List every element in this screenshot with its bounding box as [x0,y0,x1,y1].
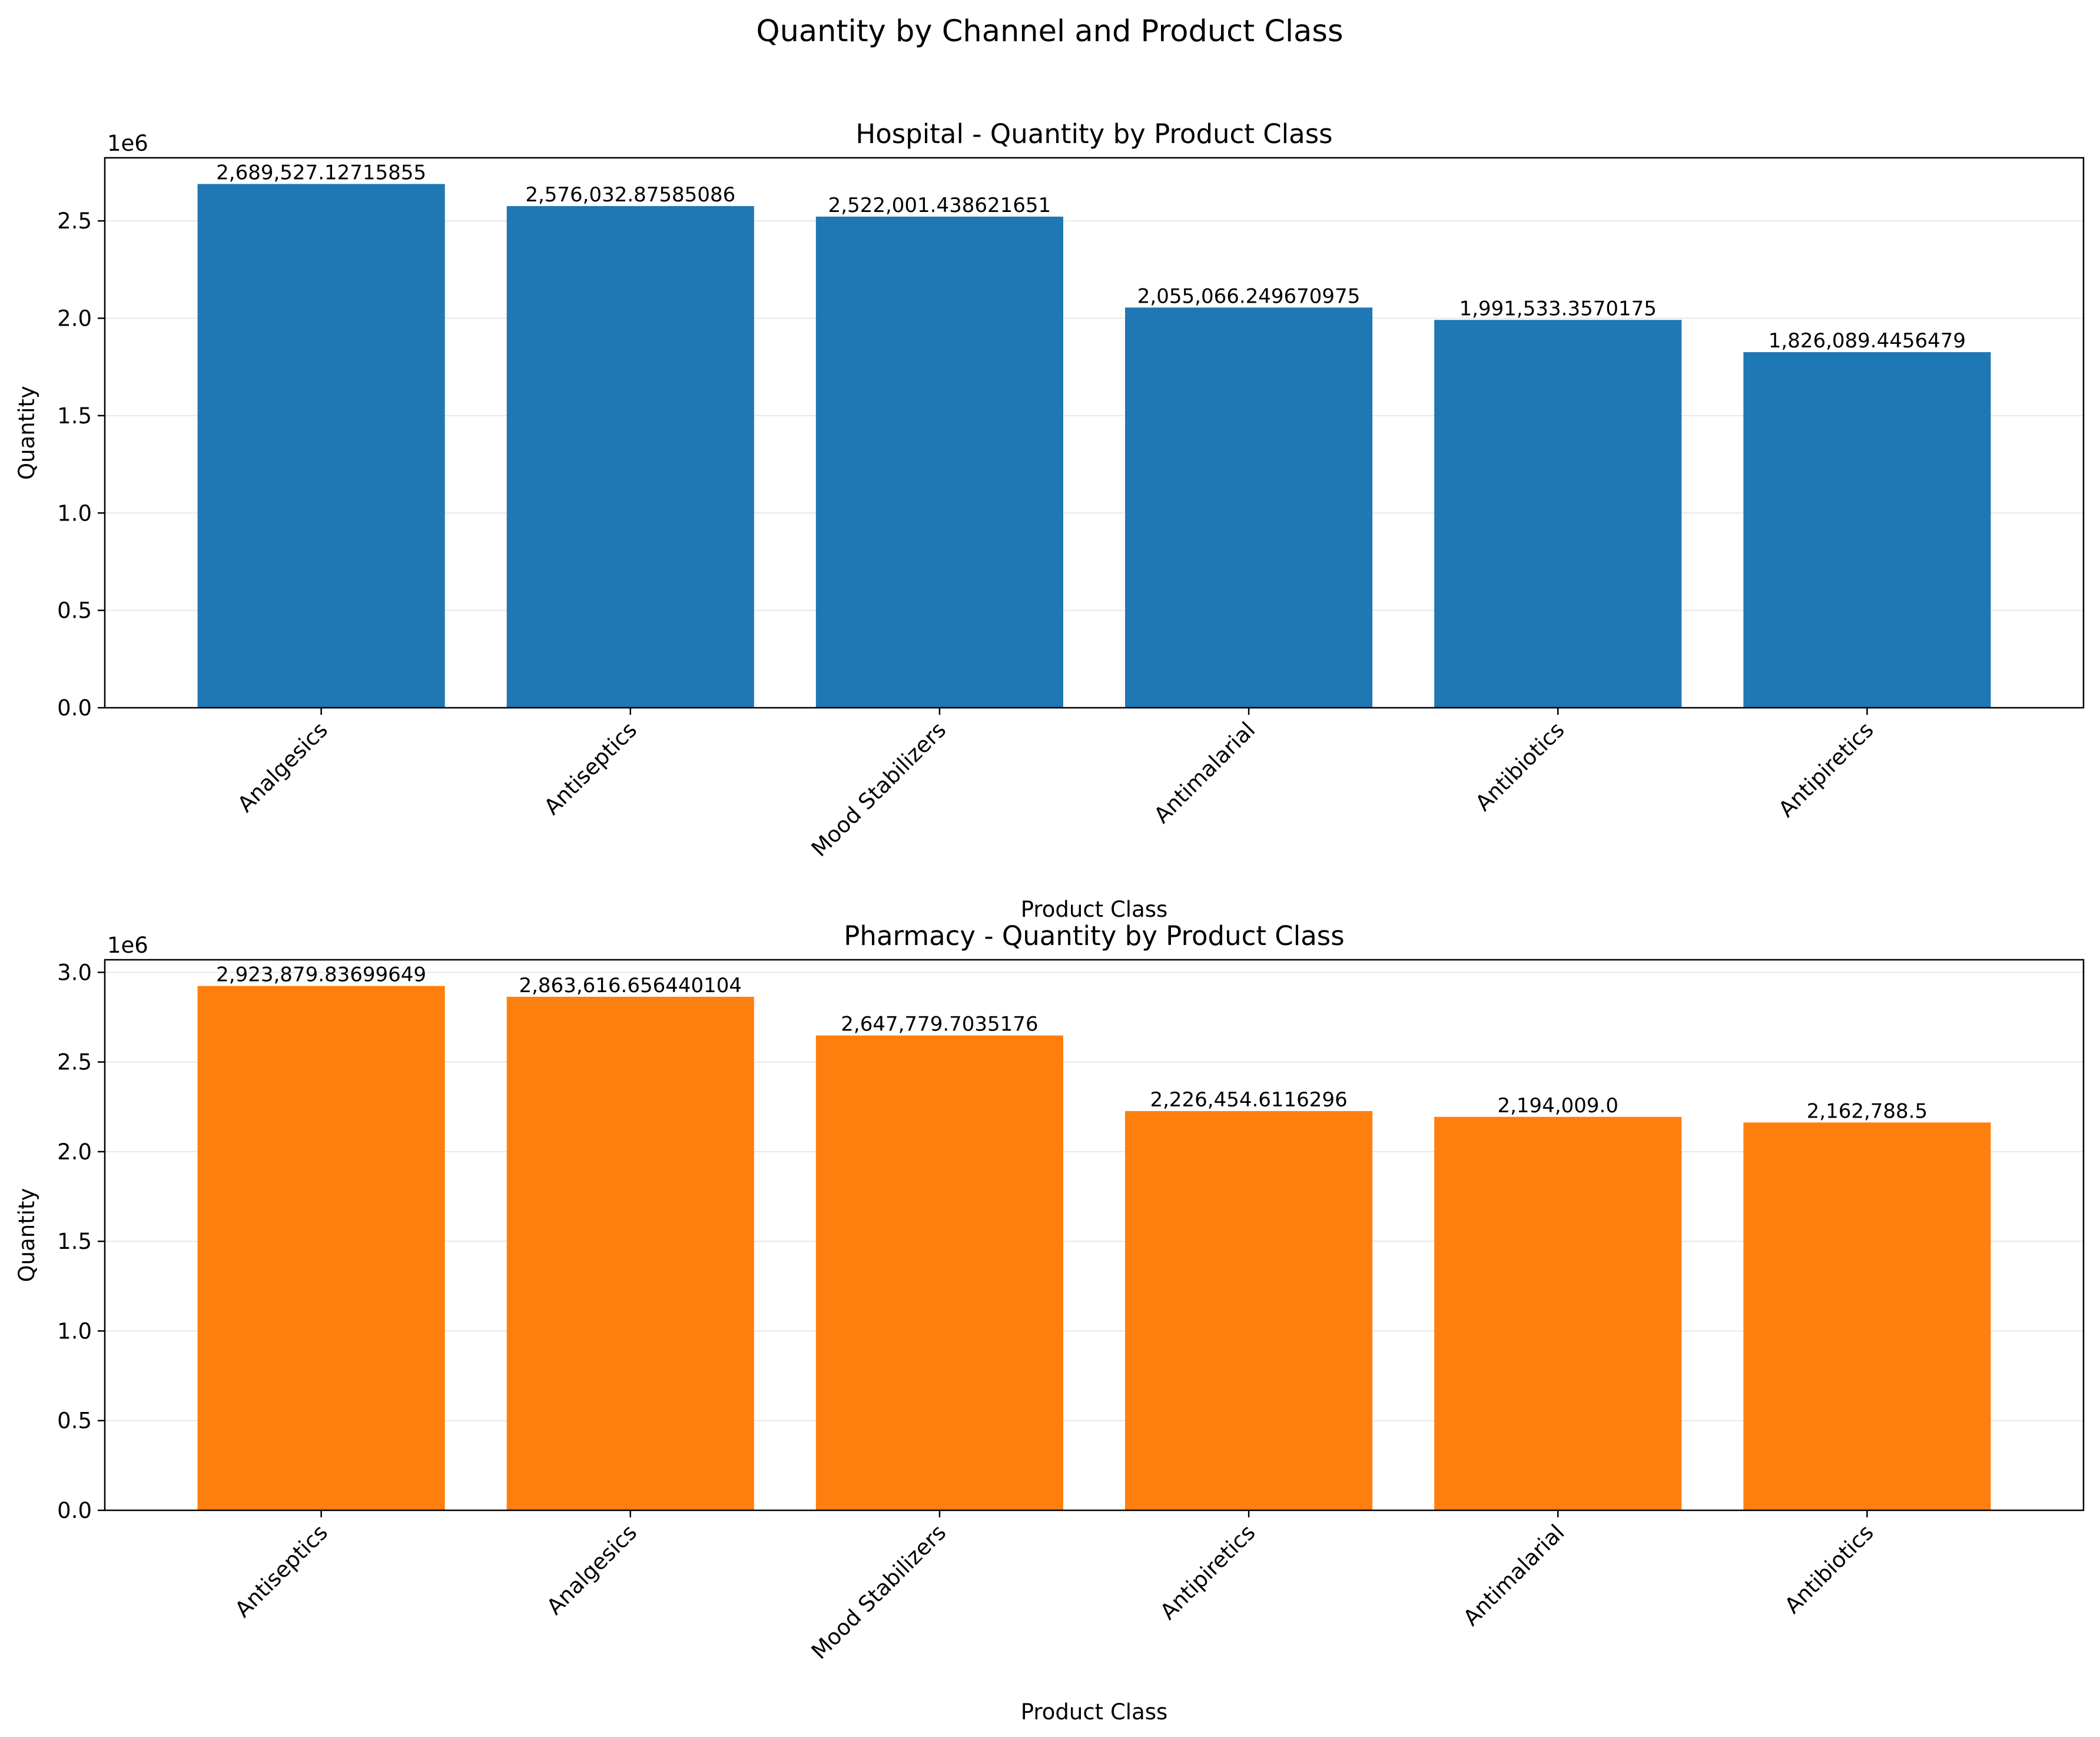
y-axis-label: Quantity [14,386,39,480]
bar-antipiretics [1743,352,1991,708]
x-tick-label: Antiseptics [230,1520,333,1622]
y-offset-label: 1e6 [107,131,148,156]
data-label: 2,576,032.87585086 [525,183,735,207]
data-label: 2,923,879.83699649 [216,963,426,987]
axes-title: Pharmacy - Quantity by Product Class [844,920,1344,952]
bar-antimalarial [1125,307,1373,708]
bar-antimalarial [1434,1116,1682,1510]
axes-frame [104,959,2085,1511]
y-tick-label: 0.0 [57,695,92,721]
data-label: 2,647,779.7035176 [841,1013,1038,1036]
bar-analgesics [197,184,445,708]
y-tick-label: 0.5 [57,598,92,624]
y-tick-label: 2.0 [57,1139,92,1165]
data-label: 2,863,616.656440104 [519,974,742,997]
data-label: 2,055,066.249670975 [1137,284,1361,308]
y-tick-label: 2.5 [57,1050,92,1075]
x-tick-label: Antibiotics [1471,717,1570,816]
x-tick-label: Antipiretics [1774,717,1879,822]
x-tick-label: Antiseptics [539,717,642,820]
data-label: 2,194,009.0 [1497,1094,1618,1118]
y-tick-label: 0.5 [57,1408,92,1434]
y-axis-label: Quantity [14,1188,39,1282]
y-tick-label: 2.0 [57,306,92,332]
data-label: 2,162,788.5 [1807,1099,1928,1123]
x-tick-label: Antipiretics [1155,1520,1260,1625]
bar-antibiotics [1434,320,1682,708]
x-axis-label: Product Class [1021,1699,1168,1725]
axes-frame [104,157,2085,709]
bar-antiseptics [197,986,445,1510]
x-tick-label: Mood Stabilizers [807,1520,951,1664]
data-label: 2,522,001.438621651 [828,194,1051,217]
y-offset-label: 1e6 [107,933,148,958]
y-tick-label: 2.5 [57,208,92,234]
y-tick-label: 3.0 [57,960,92,985]
data-label: 1,826,089.4456479 [1769,329,1966,353]
data-label: 2,689,527.12715855 [216,161,426,184]
y-tick-label: 1.0 [57,500,92,526]
x-axis-label: Product Class [1021,897,1168,922]
bar-analgesics [506,996,754,1510]
bar-mood-stabilizers [815,1035,1063,1510]
x-tick-label: Antimalarial [1458,1520,1570,1631]
figure-title: Quantity by Channel and Product Class [756,14,1343,49]
y-tick-label: 1.5 [57,403,92,429]
data-label: 2,226,454.6116296 [1150,1088,1347,1112]
y-tick-label: 1.5 [57,1229,92,1254]
x-tick-label: Mood Stabilizers [807,717,951,861]
axes-title: Hospital - Quantity by Product Class [855,118,1332,150]
data-label: 1,991,533.3570175 [1459,297,1657,320]
hospital-panel: 2,689,527.12715855 2,576,032.87585086 2,52… [14,118,2085,922]
x-tick-label: Antibiotics [1780,1520,1879,1619]
pharmacy-panel: 2,923,879.83699649 2,863,616.656440104 2,6… [14,920,2085,1725]
x-tick-label: Antimalarial [1149,717,1260,828]
bar-antibiotics [1743,1122,1991,1510]
bar-mood-stabilizers [815,216,1063,708]
y-tick-label: 0.0 [57,1498,92,1523]
bar-antipiretics [1125,1111,1373,1510]
bar-antiseptics [506,206,754,708]
y-tick-label: 1.0 [57,1318,92,1344]
x-tick-label: Analgesics [233,717,333,817]
x-tick-label: Analgesics [542,1520,642,1620]
